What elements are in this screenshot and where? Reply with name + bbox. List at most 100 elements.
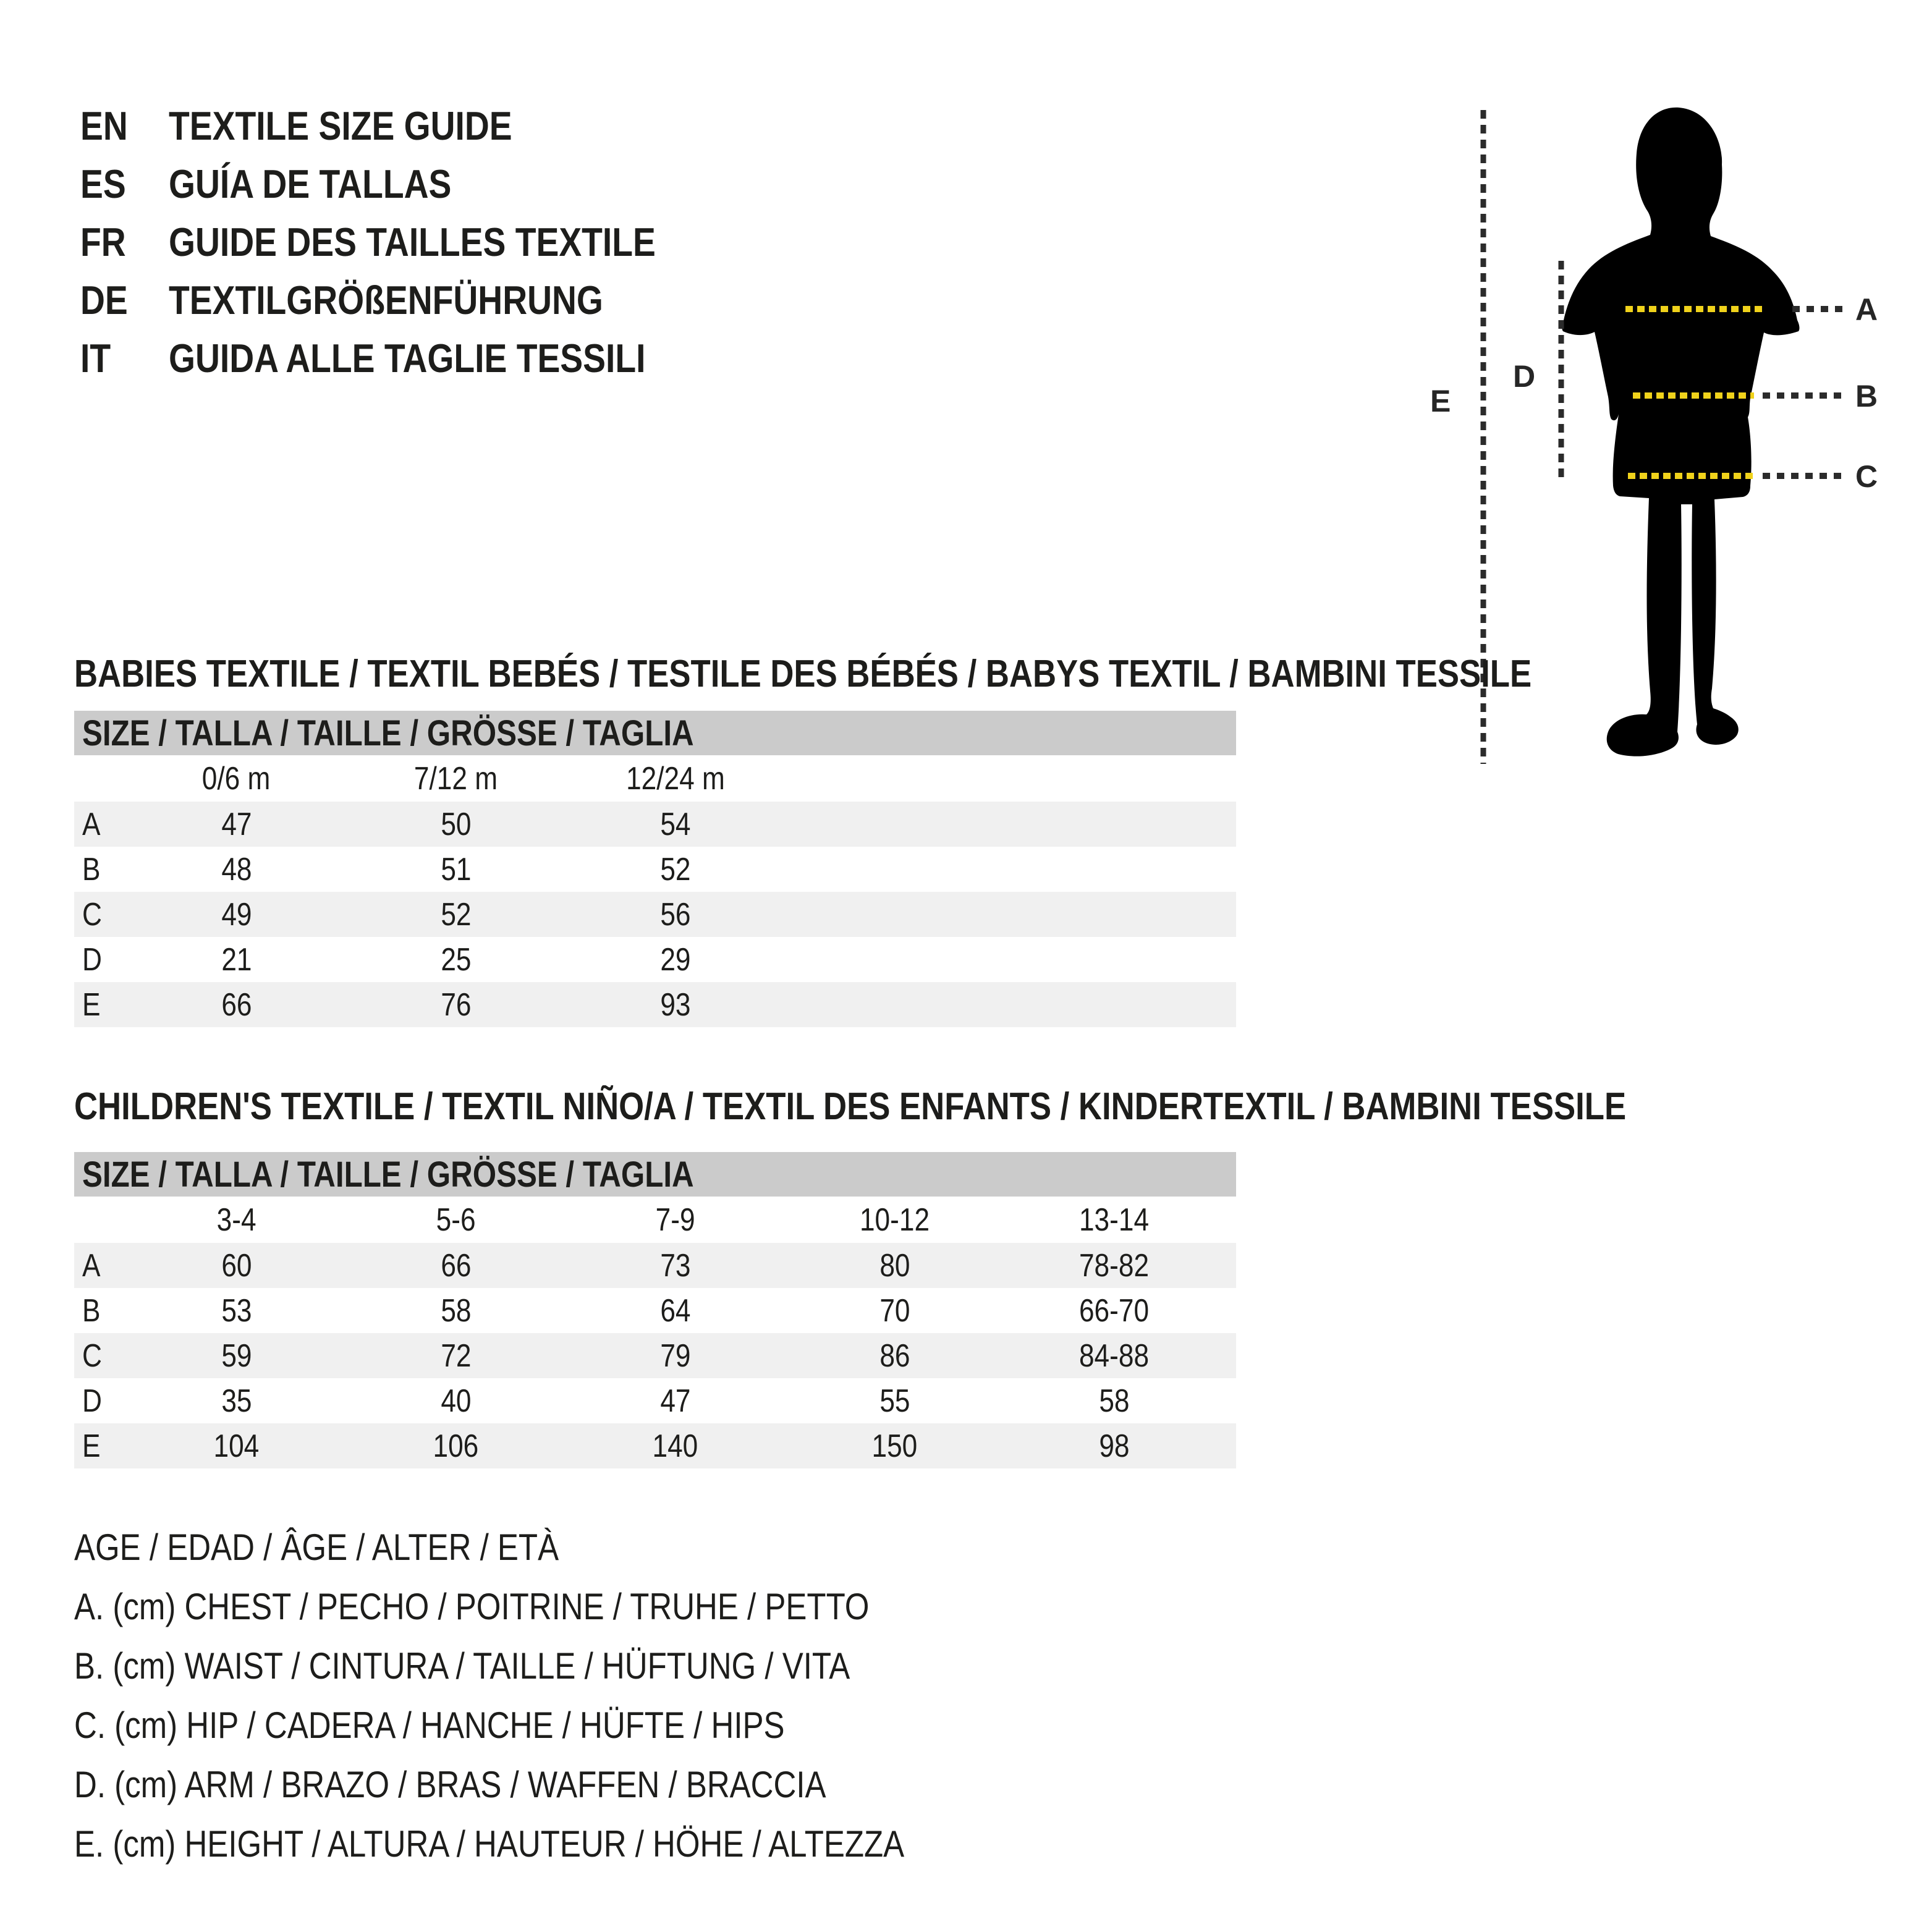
cell-value: 47 — [659, 1383, 691, 1419]
table-row: B 48 51 52 — [74, 847, 1236, 892]
row-label: E — [82, 1428, 101, 1464]
legend-line-height: E. (cm) HEIGHT / ALTURA / HAUTEUR / HÖHE… — [74, 1823, 905, 1865]
children-section-title: CHILDREN'S TEXTILE / TEXTIL NIÑO/A / TEX… — [74, 1085, 1627, 1128]
cell-value: 48 — [221, 851, 252, 888]
row-label: E — [82, 986, 101, 1023]
legend-line-age: AGE / EDAD / ÂGE / ALTER / ETÀ — [74, 1526, 559, 1568]
cell-value: 66 — [440, 1247, 472, 1284]
cell-value: 58 — [440, 1292, 472, 1329]
babies-section-title: BABIES TEXTILE / TEXTIL BEBÉS / TESTILE … — [74, 652, 1532, 695]
cell-value: 76 — [440, 986, 472, 1023]
row-label: C — [82, 1337, 102, 1374]
column-header: 12/24 m — [625, 760, 725, 797]
language-code: EN — [80, 103, 128, 148]
cell-value: 106 — [433, 1428, 479, 1464]
cell-value: 25 — [440, 941, 472, 978]
table-row: E 104 106 140 150 98 — [74, 1423, 1236, 1468]
cell-value: 55 — [879, 1383, 910, 1419]
cell-value: 73 — [659, 1247, 691, 1284]
language-code: ES — [80, 161, 126, 206]
column-header: 5-6 — [436, 1201, 476, 1238]
figure-label-b: B — [1855, 379, 1878, 413]
language-row-es: ES GUÍA DE TALLAS — [80, 155, 742, 213]
child-silhouette-icon — [1562, 107, 1800, 756]
size-header-label: SIZE / TALLA / TAILLE / GRÖSSE / TAGLIA — [82, 713, 694, 753]
table-row: D 21 25 29 — [74, 937, 1236, 982]
cell-value: 52 — [659, 851, 691, 888]
cell-value: 54 — [659, 806, 691, 842]
cell-value: 72 — [440, 1337, 472, 1374]
cell-value: 49 — [221, 896, 252, 933]
language-title: GUÍA DE TALLAS — [169, 161, 452, 206]
row-label: B — [82, 1292, 101, 1329]
figure-label-d: D — [1513, 359, 1535, 394]
cell-value: 59 — [221, 1337, 252, 1374]
column-header: 10-12 — [859, 1201, 930, 1238]
cell-value: 86 — [879, 1337, 910, 1374]
row-label: D — [82, 941, 102, 978]
cell-value: 66 — [221, 986, 252, 1023]
cell-value: 150 — [871, 1428, 918, 1464]
cell-value: 56 — [659, 896, 691, 933]
cell-value: 53 — [221, 1292, 252, 1329]
children-table-body: A 60 66 73 80 78-82 B 53 58 64 70 66-70 … — [74, 1243, 1236, 1468]
column-header: 13-14 — [1078, 1201, 1150, 1238]
babies-size-table: SIZE / TALLA / TAILLE / GRÖSSE / TAGLIA … — [74, 711, 1236, 1027]
row-label: C — [82, 896, 102, 933]
cell-value: 64 — [659, 1292, 691, 1329]
cell-value: 104 — [213, 1428, 260, 1464]
children-column-header-row: 3-4 5-6 7-9 10-12 13-14 — [74, 1197, 1236, 1243]
language-row-de: DE TEXTILGRÖßENFÜHRUNG — [80, 271, 742, 329]
figure-label-a: A — [1855, 292, 1878, 327]
row-label: B — [82, 851, 101, 888]
cell-value: 84-88 — [1078, 1337, 1150, 1374]
cell-value: 60 — [221, 1247, 252, 1284]
language-title-list: EN TEXTILE SIZE GUIDE ES GUÍA DE TALLAS … — [80, 96, 742, 387]
cell-value: 70 — [879, 1292, 910, 1329]
language-code: FR — [80, 219, 126, 265]
row-label: A — [82, 1247, 101, 1284]
language-row-en: EN TEXTILE SIZE GUIDE — [80, 96, 742, 155]
cell-value: 98 — [1098, 1428, 1130, 1464]
figure-label-e: E — [1430, 384, 1451, 418]
legend-line-chest: A. (cm) CHEST / PECHO / POITRINE / TRUHE… — [74, 1585, 870, 1627]
cell-value: 40 — [440, 1383, 472, 1419]
cell-value: 80 — [879, 1247, 910, 1284]
cell-value: 50 — [440, 806, 472, 842]
babies-size-header-bar: SIZE / TALLA / TAILLE / GRÖSSE / TAGLIA — [74, 711, 1236, 755]
table-row: B 53 58 64 70 66-70 — [74, 1288, 1236, 1333]
cell-value: 35 — [221, 1383, 252, 1419]
table-row: A 47 50 54 — [74, 802, 1236, 847]
row-label: A — [82, 806, 101, 842]
cell-value: 29 — [659, 941, 691, 978]
cell-value: 47 — [221, 806, 252, 842]
cell-value: 79 — [659, 1337, 691, 1374]
table-row: E 66 76 93 — [74, 982, 1236, 1027]
legend-line-waist: B. (cm) WAIST / CINTURA / TAILLE / HÜFTU… — [74, 1645, 850, 1687]
children-size-header-bar: SIZE / TALLA / TAILLE / GRÖSSE / TAGLIA — [74, 1152, 1236, 1197]
language-title: TEXTILGRÖßENFÜHRUNG — [169, 277, 603, 323]
cell-value: 93 — [659, 986, 691, 1023]
babies-table-body: A 47 50 54 B 48 51 52 C 49 52 56 D — [74, 802, 1236, 1027]
column-header: 7/12 m — [413, 760, 498, 797]
language-row-it: IT GUIDA ALLE TAGLIE TESSILI — [80, 329, 742, 387]
table-row: D 35 40 47 55 58 — [74, 1378, 1236, 1423]
language-title: GUIDE DES TAILLES TEXTILE — [169, 219, 656, 265]
row-label: D — [82, 1383, 102, 1419]
language-code: DE — [80, 277, 128, 323]
table-row: C 49 52 56 — [74, 892, 1236, 937]
column-header: 3-4 — [216, 1201, 256, 1238]
cell-value: 58 — [1098, 1383, 1130, 1419]
cell-value: 66-70 — [1078, 1292, 1150, 1329]
legend-line-hip: C. (cm) HIP / CADERA / HANCHE / HÜFTE / … — [74, 1704, 785, 1746]
cell-value: 140 — [652, 1428, 698, 1464]
table-row: A 60 66 73 80 78-82 — [74, 1243, 1236, 1288]
figure-label-c: C — [1855, 459, 1878, 494]
language-code: IT — [80, 335, 111, 381]
children-size-table: SIZE / TALLA / TAILLE / GRÖSSE / TAGLIA … — [74, 1152, 1236, 1468]
measurement-legend: AGE / EDAD / ÂGE / ALTER / ETÀ A. (cm) C… — [74, 1517, 1051, 1873]
cell-value: 51 — [440, 851, 472, 888]
column-header: 7-9 — [655, 1201, 695, 1238]
legend-line-arm: D. (cm) ARM / BRAZO / BRAS / WAFFEN / BR… — [74, 1763, 826, 1805]
